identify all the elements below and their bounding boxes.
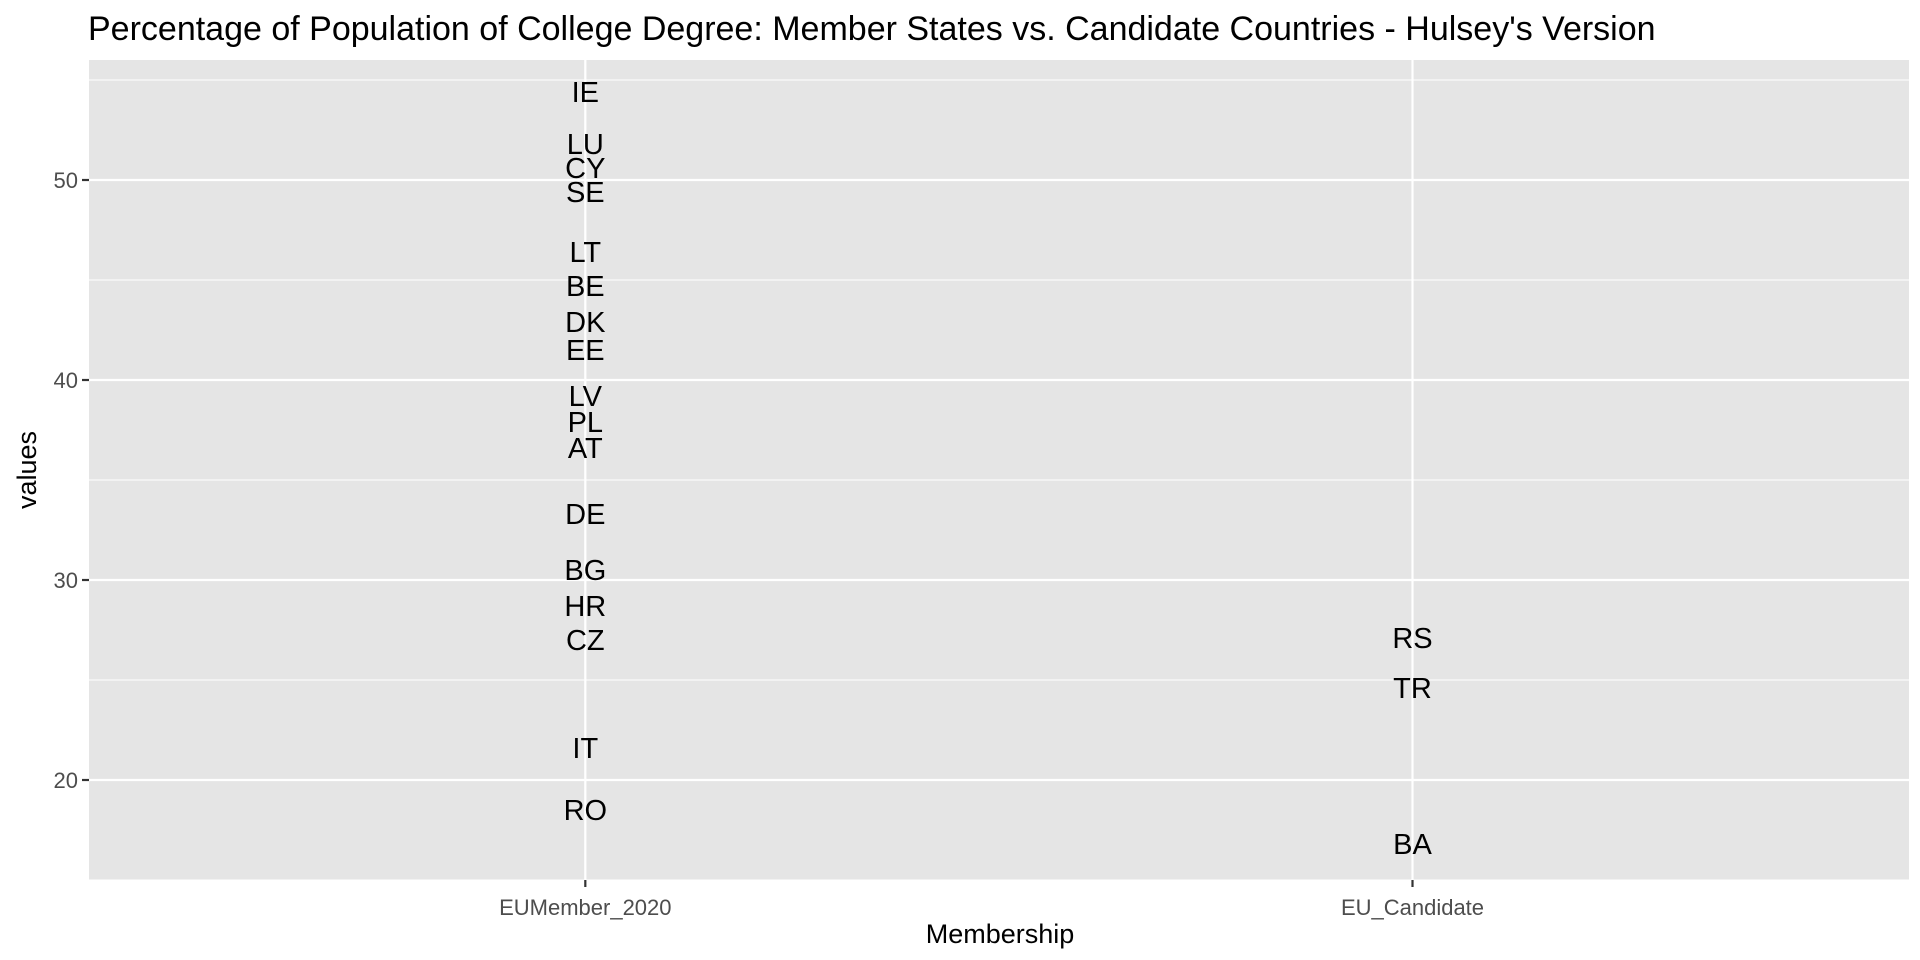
plot-panel [89,60,1909,880]
point-label-be: BE [566,271,605,303]
y-tick-label: 20 [54,768,78,793]
point-label-dk: DK [565,307,606,339]
x-tick-label: EUMember_2020 [499,895,671,920]
point-label-ie: IE [572,77,599,109]
grid-minor [89,79,1909,881]
x-axis: EUMember_2020 EU_Candidate [499,880,1484,920]
point-label-tr: TR [1393,673,1432,705]
point-label-ba: BA [1393,829,1432,861]
point-label-de: DE [565,499,605,531]
point-label-rs: RS [1392,623,1432,655]
y-axis-title: values [12,431,42,509]
point-label-ro: RO [564,795,608,827]
point-label-se: SE [566,177,605,209]
point-label-ee: EE [566,335,605,367]
point-label-cz: CZ [566,625,605,657]
x-axis-title: Membership [926,919,1075,949]
y-tick-label: 30 [54,568,78,593]
y-tick-label: 50 [54,168,78,193]
point-label-pl: PL [568,407,603,439]
point-label-lt: LT [569,237,601,269]
point-label-cy: CY [565,153,605,185]
chart-title: Percentage of Population of College Degr… [88,10,1656,48]
y-tick-label: 40 [54,368,78,393]
point-label-hr: HR [564,591,606,623]
point-label-lu: LU [567,129,604,161]
grid-major [89,60,1909,880]
x-tick-label: EU_Candidate [1341,895,1484,920]
y-axis: 20 30 40 50 [54,168,89,793]
point-label-at: AT [568,433,603,465]
point-label-lv: LV [569,381,603,413]
point-label-it: IT [572,733,598,765]
point-label-bg: BG [564,555,606,587]
